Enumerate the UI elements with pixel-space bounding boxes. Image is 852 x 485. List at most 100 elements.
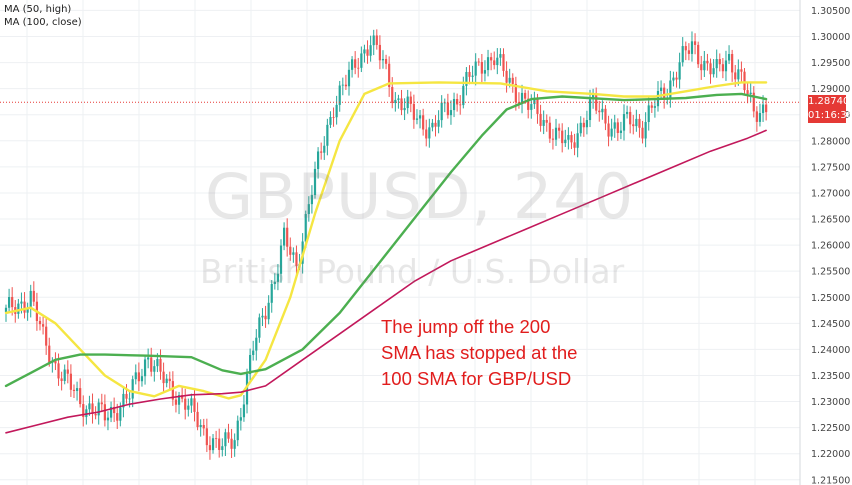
- candle-body: [181, 395, 184, 399]
- candle-body: [579, 122, 582, 134]
- candle-body: [372, 35, 375, 46]
- candle-body: [113, 406, 116, 414]
- y-tick-label: 1.24500: [811, 319, 850, 330]
- candle-body: [199, 424, 202, 428]
- y-tick-label: 1.27500: [811, 162, 850, 173]
- candle-body: [585, 120, 589, 128]
- candle-body: [143, 359, 147, 377]
- candle-body: [17, 303, 20, 314]
- candle-body: [323, 145, 326, 153]
- candle-body: [412, 103, 415, 120]
- candle-body: [446, 102, 449, 116]
- candle-body: [462, 85, 465, 106]
- candle-body: [63, 369, 66, 381]
- candle-body: [140, 376, 144, 382]
- candle-body: [511, 77, 514, 84]
- candle-body: [261, 315, 264, 318]
- candle-body: [567, 135, 570, 140]
- candle-body: [147, 357, 150, 360]
- candle-body: [672, 77, 675, 81]
- candle-body: [561, 130, 564, 144]
- candle-body: [693, 41, 697, 45]
- candle-body: [205, 428, 208, 446]
- candle-body: [731, 54, 734, 73]
- candle-body: [659, 87, 663, 91]
- description-watermark: British Pound / U.S. Dollar: [200, 252, 625, 291]
- candle-body: [159, 358, 162, 372]
- candle-body: [41, 324, 45, 327]
- y-tick-label: 1.26000: [811, 241, 850, 252]
- candle-body: [746, 90, 749, 95]
- candle-body: [505, 70, 508, 83]
- y-tick-label: 1.25500: [811, 267, 850, 278]
- candle-body: [551, 138, 555, 140]
- candle-body: [635, 118, 638, 127]
- candle-body: [514, 83, 517, 103]
- candle-body: [428, 127, 431, 139]
- y-tick-label: 1.26500: [811, 215, 850, 226]
- candle-body: [598, 110, 601, 113]
- candle-body: [224, 432, 227, 447]
- candle-body: [403, 108, 406, 111]
- candle-body: [632, 124, 635, 127]
- candle-body: [208, 445, 212, 451]
- candle-body: [150, 357, 153, 372]
- candle-body: [616, 122, 619, 133]
- candle-body: [354, 59, 357, 68]
- candle-body: [66, 369, 69, 374]
- candle-body: [184, 398, 187, 410]
- candle-body: [103, 404, 106, 421]
- candle-body: [211, 438, 215, 451]
- y-tick-label: 1.30000: [811, 32, 850, 43]
- candle-body: [697, 44, 700, 65]
- candle-body: [755, 111, 758, 122]
- legend-ma100[interactable]: MA (100, close): [4, 17, 82, 28]
- candle-body: [162, 371, 165, 384]
- candle-body: [724, 60, 728, 72]
- candle-body: [283, 227, 286, 246]
- candle-body: [536, 98, 539, 114]
- candle-body: [239, 417, 242, 421]
- candle-body: [32, 290, 35, 302]
- candle-body: [758, 113, 762, 122]
- candle-body: [468, 71, 471, 77]
- candle-body: [564, 139, 567, 144]
- candle-body: [607, 123, 610, 137]
- candle-body: [684, 46, 687, 51]
- candle-body: [122, 393, 125, 408]
- candle-body: [394, 99, 397, 104]
- candle-body: [137, 372, 140, 382]
- candle-body: [79, 388, 82, 405]
- candle-body: [307, 204, 310, 215]
- candle-body: [221, 446, 224, 450]
- candle-body: [134, 372, 137, 380]
- candle-body: [45, 326, 48, 346]
- candle-body: [310, 195, 314, 205]
- candle-body: [255, 337, 258, 351]
- candle-body: [743, 71, 746, 91]
- candle-body: [329, 117, 332, 125]
- candle-body: [171, 381, 174, 400]
- candle-body: [85, 409, 88, 418]
- candle-body: [647, 105, 650, 123]
- candle-body: [508, 77, 511, 83]
- legend-ma50[interactable]: MA (50, high): [4, 4, 72, 15]
- candle-body: [72, 389, 76, 391]
- candle-body: [375, 35, 378, 45]
- candle-body: [313, 168, 317, 196]
- candle-body: [477, 61, 480, 63]
- candle-body: [97, 402, 100, 416]
- candle-body: [431, 122, 434, 128]
- candle-body: [304, 214, 307, 242]
- candle-body: [675, 77, 678, 80]
- candle-body: [690, 41, 694, 54]
- candle-body: [100, 402, 103, 405]
- candle-body: [230, 438, 233, 449]
- candle-body: [7, 297, 11, 308]
- y-tick-label: 1.21500: [811, 475, 850, 485]
- candle-body: [486, 57, 490, 71]
- candle-body: [270, 284, 273, 303]
- candle-body: [721, 64, 724, 72]
- candle-body: [595, 94, 598, 111]
